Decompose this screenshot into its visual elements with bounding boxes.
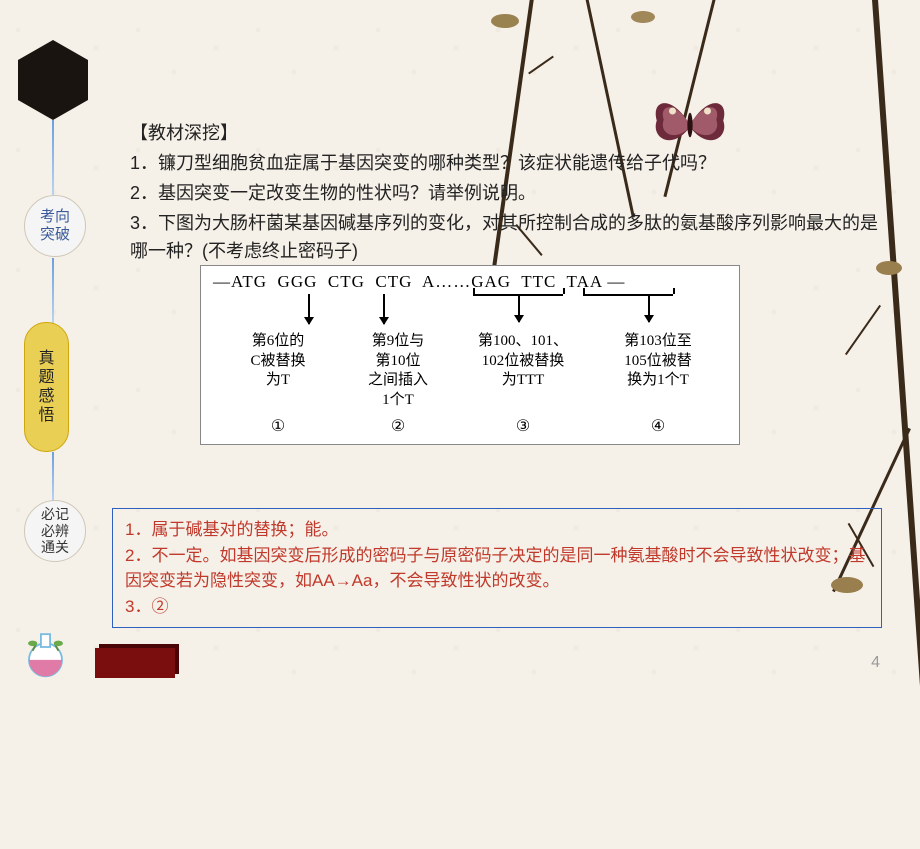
nav-label: 真	[38, 349, 54, 368]
option-number: ③	[453, 416, 593, 436]
flask-icon	[18, 625, 73, 680]
question-3: 3．下图为大肠杆菌某基因碱基序列的变化，对其所控制合成的多肽的氨基酸序列影响最大…	[130, 210, 885, 266]
label-line: 为T	[213, 371, 343, 391]
option-number: ①	[213, 416, 343, 436]
question-1: 1．镰刀型细胞贫血症属于基因突变的哪种类型？该症状能遗传给子代吗？	[130, 150, 885, 178]
diagram-numbers: ① ② ③ ④	[213, 416, 727, 436]
label-line: 之间插入	[343, 371, 453, 391]
nav-label: 必记	[41, 506, 69, 523]
nav-label: 感	[38, 387, 54, 406]
page-number: 4	[871, 654, 880, 672]
nav-connector	[52, 258, 54, 323]
label-line: 第10位	[343, 352, 453, 372]
label-line: 105位被替	[593, 352, 723, 372]
bracket-end	[473, 288, 475, 294]
question-2: 2．基因突变一定改变生物的性状吗？请举例说明。	[130, 180, 885, 208]
nav-item-bijibiban[interactable]: 必记 必辨 通关	[24, 500, 86, 562]
main-content: 【教材深挖】 1．镰刀型细胞贫血症属于基因突变的哪种类型？该症状能遗传给子代吗？…	[130, 118, 885, 267]
bottom-block-decoration	[95, 648, 175, 678]
arrow-icon	[648, 296, 650, 322]
label-line: C被替换	[213, 352, 343, 372]
diagram-arrows	[213, 292, 727, 330]
nav-item-kaoxtupo[interactable]: 考向 突破	[24, 195, 86, 257]
answer-3: 3．②	[125, 594, 869, 620]
sequence-text: —ATG GGG CTG CTG A……GAG TTC TAA —	[213, 272, 727, 292]
answer-2: 2．不一定。如基因突变后形成的密码子与原密码子决定的是同一种氨基酸时不会导致性状…	[125, 543, 869, 594]
arrow-icon	[308, 294, 310, 324]
label-line: 为TTT	[453, 371, 593, 391]
bracket-end	[563, 288, 565, 294]
label-line: 第6位的	[213, 332, 343, 352]
nav-connector	[52, 452, 54, 502]
gene-sequence-diagram: —ATG GGG CTG CTG A……GAG TTC TAA — 第6位的 C…	[200, 265, 740, 445]
label-line: 第103位至	[593, 332, 723, 352]
nav-label: 考向	[40, 208, 70, 226]
bracket-end	[673, 288, 675, 294]
option-number: ②	[343, 416, 453, 436]
leaf-decoration	[630, 10, 656, 25]
label-line: 第100、101、	[453, 332, 593, 352]
label-line: 102位被替换	[453, 352, 593, 372]
answer-box: 1．属于碱基对的替换；能。 2．不一定。如基因突变后形成的密码子与原密码子决定的…	[112, 508, 882, 628]
nav-label: 悟	[38, 406, 54, 425]
label-line: 换为1个T	[593, 371, 723, 391]
nav-label: 题	[38, 368, 54, 387]
nav-label: 必辨	[41, 523, 69, 540]
bracket-end	[583, 288, 585, 294]
nav-label: 突破	[40, 226, 70, 244]
label-line: 第9位与	[343, 332, 453, 352]
answer-1: 1．属于碱基对的替换；能。	[125, 517, 869, 543]
nav-item-zhentiganwu[interactable]: 真 题 感 悟	[24, 322, 69, 452]
bracket-icon	[583, 294, 673, 296]
diagram-labels: 第6位的 C被替换 为T 第9位与 第10位 之间插入 1个T 第100、101…	[213, 332, 727, 410]
option-number: ④	[593, 416, 723, 436]
arrow-icon	[383, 294, 385, 324]
leaf-decoration	[490, 12, 520, 30]
arrow-icon	[518, 296, 520, 322]
nav-label: 通关	[41, 539, 69, 556]
label-line: 1个T	[343, 391, 453, 411]
nav-connector	[52, 120, 54, 195]
section-heading: 【教材深挖】	[130, 120, 885, 148]
